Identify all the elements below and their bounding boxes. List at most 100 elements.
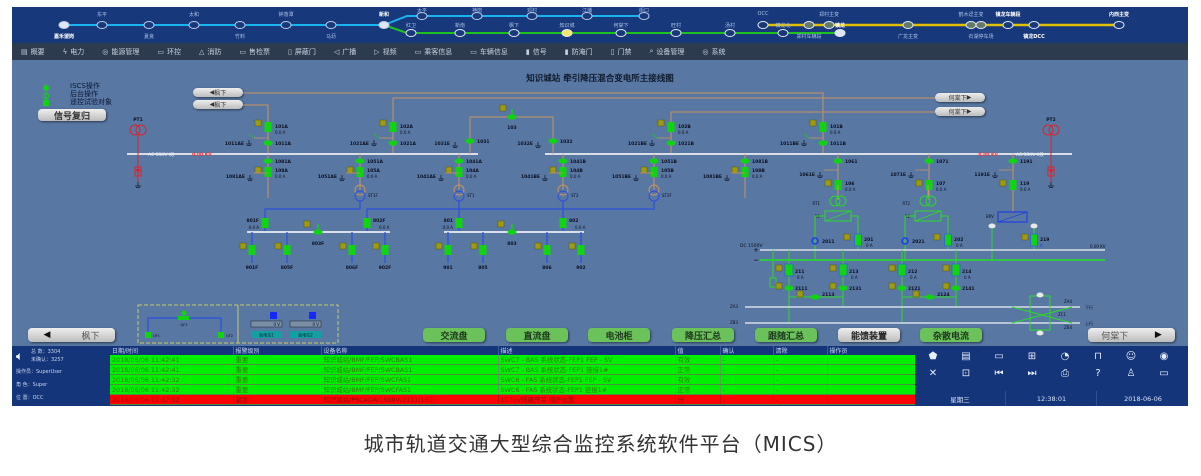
station-label[interactable]: 新和	[378, 12, 390, 18]
column-header[interactable]: 值	[675, 346, 721, 355]
nav-right-button[interactable]: 何棠下 ▶	[1088, 328, 1175, 342]
column-header[interactable]: 清除	[773, 346, 828, 355]
alarm-panel: 🔈︎ 总 数：3304 未确认：3257 操作员：SuperUser 角 色：S…	[12, 346, 1188, 406]
alarm-row[interactable]: 2018/06/06 11:42:41 重要 知识城站/BMF/FEP/SWCBAS…	[110, 355, 916, 365]
station-label[interactable]: 夏良	[143, 34, 155, 40]
weekday: 星期三	[950, 395, 970, 404]
user-lock-icon[interactable]: ☺	[1125, 351, 1137, 362]
substation-label[interactable]: 广龙主变	[897, 34, 919, 40]
station-label[interactable]: 马沥	[325, 34, 337, 40]
column-header[interactable]: 确认	[720, 346, 774, 355]
nav-hetangxia-button-2[interactable]: 何棠下 ▶	[935, 107, 985, 116]
alarm-row[interactable]: 2018/06/06 11:37:32 紧急 知识城站/PSCADA/1500V/2…	[110, 394, 916, 405]
nav-fengxia-button-2[interactable]: ◀ 枫下	[193, 100, 243, 109]
menu-item-1[interactable]: ϟ 电力	[54, 43, 94, 60]
station-label[interactable]: 红卫	[405, 23, 417, 29]
station-label[interactable]: 镇龙	[834, 23, 846, 29]
shirt-icon[interactable]: ♙	[1126, 368, 1136, 379]
menu-item-12[interactable]: ▮ 防淹门	[556, 43, 602, 60]
monitor-icon[interactable]: ▭	[1159, 368, 1169, 379]
previous-icon[interactable]: ⏮	[994, 368, 1004, 379]
substation-label[interactable]: 内西主变	[1108, 12, 1130, 18]
station-label[interactable]: 旺村	[670, 23, 682, 29]
column-header[interactable]: 操作员	[827, 346, 916, 355]
nav-left-button[interactable]: ◀ 枫下	[28, 328, 115, 342]
system-icon: ◎	[702, 47, 709, 56]
printer-icon[interactable]: ⎙	[1061, 368, 1069, 379]
report-icon[interactable]: ▤	[961, 351, 971, 362]
station-label[interactable]: 钟落潭	[278, 12, 294, 18]
alarm-filter-icon[interactable]: ⬟	[928, 351, 938, 362]
power-icon[interactable]: ◔	[1060, 351, 1070, 362]
station-label[interactable]: 汤村	[724, 23, 736, 29]
menu-item-11[interactable]: ▮ 信号	[517, 43, 556, 60]
alarm-row[interactable]: 2018/06/06 11:42:32 重要 知识城站/BMF/FEP/SWCFAS…	[110, 374, 916, 385]
substation-label[interactable]: 郑村主变	[818, 12, 840, 18]
menu-item-8[interactable]: ▷ 视频	[365, 43, 405, 60]
substation-label[interactable]: 石湖停车场	[968, 34, 994, 40]
record-icon[interactable]: ◉	[1159, 351, 1169, 362]
alarm-cell-ack: -	[720, 384, 774, 395]
substation-label[interactable]: 镇龙DCC	[1023, 34, 1045, 40]
station-label[interactable]: 东平	[96, 12, 108, 18]
station-label[interactable]: 江埔	[581, 8, 593, 14]
panel-button-4[interactable]: 跟随汇总	[755, 328, 817, 342]
lock-icon[interactable]: ⊓	[1094, 351, 1102, 362]
station-label[interactable]: 嘉禾望岗	[53, 34, 75, 40]
menu-item-4[interactable]: △ 消防	[190, 43, 230, 60]
station-label[interactable]: 神岗	[471, 8, 483, 14]
panel-button-1[interactable]: 直流盘	[506, 328, 568, 342]
signal-reset-button[interactable]: 信号复归	[38, 109, 106, 122]
next-icon[interactable]: ⏭	[1027, 368, 1037, 379]
station-label[interactable]: 何棠下	[613, 23, 629, 29]
note-icon[interactable]: ▭	[994, 351, 1004, 362]
substation-label[interactable]: OCC	[757, 11, 769, 17]
panel-button-6[interactable]: 杂散电流	[920, 328, 982, 342]
menu-item-7[interactable]: ◁ 广播	[325, 43, 365, 60]
menu-item-15[interactable]: ◎ 系统	[693, 43, 734, 60]
menu-item-3[interactable]: ▭ 环控	[148, 43, 190, 60]
station-label[interactable]: 邓村	[526, 8, 538, 14]
station-label[interactable]: 太平	[416, 8, 428, 14]
alarm-table: 日期/时间 报警级别 设备名称 描述值确认 清除 操作员 2018/06/06 11:42…	[110, 346, 916, 405]
nav-hetangxia-button-1[interactable]: 何棠下 ▶	[935, 93, 985, 102]
alarm-total: 总 数：3304	[31, 349, 61, 355]
nav-fengxia-button-1[interactable]: ◀ 枫下	[193, 88, 243, 97]
panel-button-2[interactable]: 电池柜	[588, 328, 650, 342]
substation-label[interactable]: 郑村车辆段	[796, 34, 822, 40]
environment-icon: ▭	[157, 47, 164, 56]
station-label[interactable]: 镇龙北	[775, 23, 791, 29]
panel-button-3[interactable]: 降压汇总	[672, 328, 734, 342]
station-label[interactable]: 枫下	[508, 23, 520, 29]
panel-button-5[interactable]: 能馈装置	[838, 328, 900, 342]
column-header[interactable]: 报警级别	[233, 346, 322, 355]
station-label[interactable]: 太和	[188, 12, 200, 18]
station-label[interactable]: 竹料	[234, 34, 246, 40]
speaker-icon[interactable]: 🔈︎	[16, 349, 24, 363]
alarm-row[interactable]: 2018/06/06 11:42:32 重要 知识城站/BMF/FEP/SWCFAS…	[110, 384, 916, 395]
column-header[interactable]: 描述	[498, 346, 676, 355]
column-header[interactable]: 日期/时间	[110, 346, 234, 355]
substation-label[interactable]: 鹤木迳主变	[958, 12, 984, 18]
focus-icon[interactable]: ⊡	[961, 368, 971, 379]
substation-marker	[823, 21, 835, 29]
menu-item-5[interactable]: ▭ 售检票	[230, 43, 279, 60]
alarm-row[interactable]: 2018/06/06 11:42:41 重要 知识城站/BMF/FEP/SWCBAS…	[110, 364, 916, 375]
menu-item-13[interactable]: ▯ 门禁	[602, 43, 641, 60]
station-label[interactable]: 知识城	[559, 23, 575, 29]
station-label[interactable]: 新南	[454, 23, 466, 29]
menu-item-9[interactable]: ▭ 乘客信息	[406, 43, 462, 60]
menu-item-10[interactable]: ▭ 车辆信息	[461, 43, 517, 60]
overview-icon: ▤	[21, 47, 28, 56]
panel-button-0[interactable]: 交流盘	[423, 328, 485, 342]
column-header[interactable]: 设备名称	[321, 346, 499, 355]
grid-icon[interactable]: ⊞	[1027, 351, 1037, 362]
menu-item-2[interactable]: ◎ 能源管理	[93, 43, 148, 60]
station-label[interactable]: 街口	[638, 8, 650, 14]
menu-item-0[interactable]: ▤ 概要	[12, 43, 54, 60]
menu-item-6[interactable]: ▯ 屏蔽门	[279, 43, 325, 60]
help-icon[interactable]: ?	[1095, 368, 1101, 379]
expand-icon[interactable]: ✕	[928, 368, 938, 379]
menu-item-14[interactable]: ⌕ 设备管理	[640, 43, 693, 60]
substation-label[interactable]: 镇龙车辆段	[995, 12, 1021, 18]
